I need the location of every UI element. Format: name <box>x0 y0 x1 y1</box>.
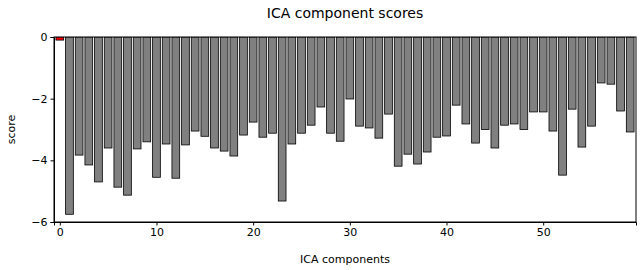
bar <box>568 37 576 109</box>
tick: −6 <box>31 216 54 229</box>
tick-mark <box>447 222 448 226</box>
bar <box>211 37 219 148</box>
bar <box>510 37 518 124</box>
bar <box>346 37 354 99</box>
tick-mark <box>51 222 55 223</box>
bar <box>278 37 286 201</box>
bar <box>201 37 209 136</box>
bar <box>133 37 141 149</box>
bar <box>375 37 383 138</box>
x-axis: 0 10 20 30 40 50 <box>55 222 637 239</box>
bar <box>520 37 528 130</box>
bar <box>307 37 315 125</box>
bar <box>597 37 605 83</box>
tick: 40 <box>440 222 454 239</box>
bar <box>452 37 460 105</box>
bar <box>85 37 93 165</box>
bar <box>114 37 122 187</box>
tick-mark <box>253 222 254 226</box>
tick: −4 <box>31 154 54 167</box>
bar <box>95 37 103 182</box>
bar <box>394 37 402 166</box>
tick: −2 <box>31 93 54 106</box>
tick-mark <box>543 222 544 226</box>
bar <box>462 37 470 124</box>
bar <box>317 37 325 107</box>
y-axis: −6 −4 −2 0 <box>31 31 54 229</box>
bar <box>559 37 567 175</box>
tick-label: −6 <box>31 216 47 229</box>
tick: 0 <box>57 222 64 239</box>
bar <box>423 37 431 152</box>
bar <box>288 37 296 144</box>
bar <box>259 37 267 137</box>
bar <box>104 37 112 148</box>
bar <box>530 37 538 112</box>
bar <box>549 37 557 131</box>
bar <box>617 37 625 111</box>
bar <box>472 37 480 143</box>
bar <box>240 37 248 135</box>
bar <box>365 37 373 128</box>
bar <box>191 37 199 131</box>
tick-label: −4 <box>31 154 47 167</box>
tick-mark <box>51 99 55 100</box>
title: ICA component scores <box>267 5 424 21</box>
bar <box>249 37 257 122</box>
bar <box>385 37 393 114</box>
bar <box>153 37 161 177</box>
bar <box>230 37 238 156</box>
tick: 50 <box>537 222 551 239</box>
tick-mark <box>51 37 55 38</box>
bar <box>182 37 190 145</box>
axis-line <box>55 223 637 226</box>
tick-label: 30 <box>343 226 357 239</box>
bar <box>404 37 412 154</box>
tick-label: 40 <box>440 226 454 239</box>
tick-mark <box>51 160 55 161</box>
bar <box>356 37 364 126</box>
bar <box>327 37 335 133</box>
tick: 0 <box>41 31 55 44</box>
bar <box>414 37 422 164</box>
tick: 30 <box>343 222 357 239</box>
bar <box>220 37 228 151</box>
bar <box>443 37 451 136</box>
bar <box>298 37 306 133</box>
tick-label: 10 <box>150 226 164 239</box>
plot: 0 10 20 30 40 50 −6 −4 −2 0 <box>31 31 636 239</box>
y-label: score <box>5 114 18 144</box>
bar <box>75 37 83 155</box>
tick-mark <box>350 222 351 226</box>
bar <box>491 37 499 148</box>
tick-label: 0 <box>57 226 64 239</box>
frame <box>54 37 636 222</box>
bar <box>578 37 586 147</box>
bar <box>124 37 132 195</box>
bar <box>588 37 596 126</box>
bar <box>172 37 180 178</box>
tick: 10 <box>150 222 164 239</box>
bar <box>433 37 441 137</box>
tick-mark <box>156 222 157 226</box>
tick-label: 50 <box>537 226 551 239</box>
bar <box>269 37 277 133</box>
bar <box>539 37 547 112</box>
tick-mark <box>60 222 61 226</box>
tick-label: −2 <box>31 93 47 106</box>
tick-label: 0 <box>41 31 48 44</box>
bar <box>626 37 634 132</box>
bar <box>481 37 489 130</box>
bar <box>501 37 509 125</box>
bars <box>56 37 634 214</box>
bar <box>162 37 170 144</box>
chart: 0 10 20 30 40 50 −6 −4 −2 0 ICA component scores IC… <box>0 0 640 270</box>
bar <box>607 37 615 84</box>
x-label: ICA components <box>300 253 390 266</box>
bar <box>143 37 151 142</box>
tick-label: 20 <box>247 226 261 239</box>
bar <box>66 37 74 214</box>
bar <box>336 37 344 141</box>
tick: 20 <box>247 222 261 239</box>
